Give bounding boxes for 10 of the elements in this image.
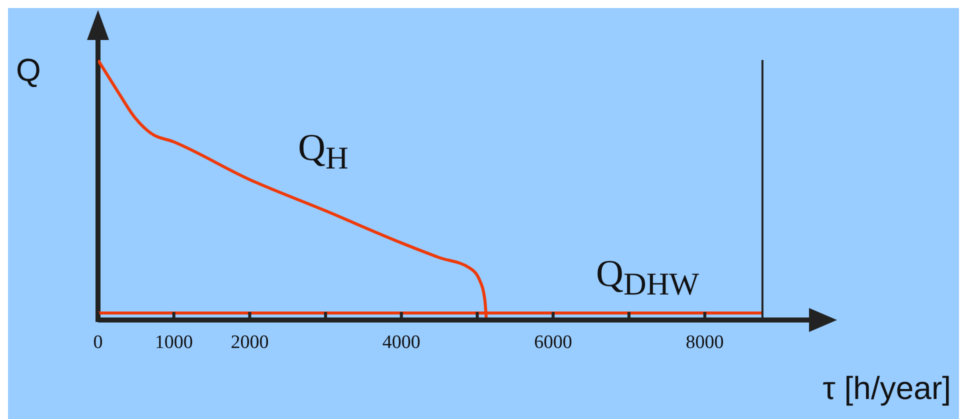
annotation: Q$_{H}$ xyxy=(298,126,348,177)
x-tick-label: 1000 xyxy=(154,332,193,353)
y-axis-title: Q xyxy=(16,52,41,89)
x-tick-label: 4000 xyxy=(382,332,420,353)
annotation: Q$_{DHW}$ xyxy=(596,252,700,303)
x-axis-title: τ [h/year] xyxy=(822,370,951,407)
x-tick-label: 2000 xyxy=(230,332,269,353)
x-tick-label: 6000 xyxy=(534,332,572,353)
x-tick-label: 8000 xyxy=(686,332,724,353)
x-tick-label: 0 xyxy=(93,332,103,353)
